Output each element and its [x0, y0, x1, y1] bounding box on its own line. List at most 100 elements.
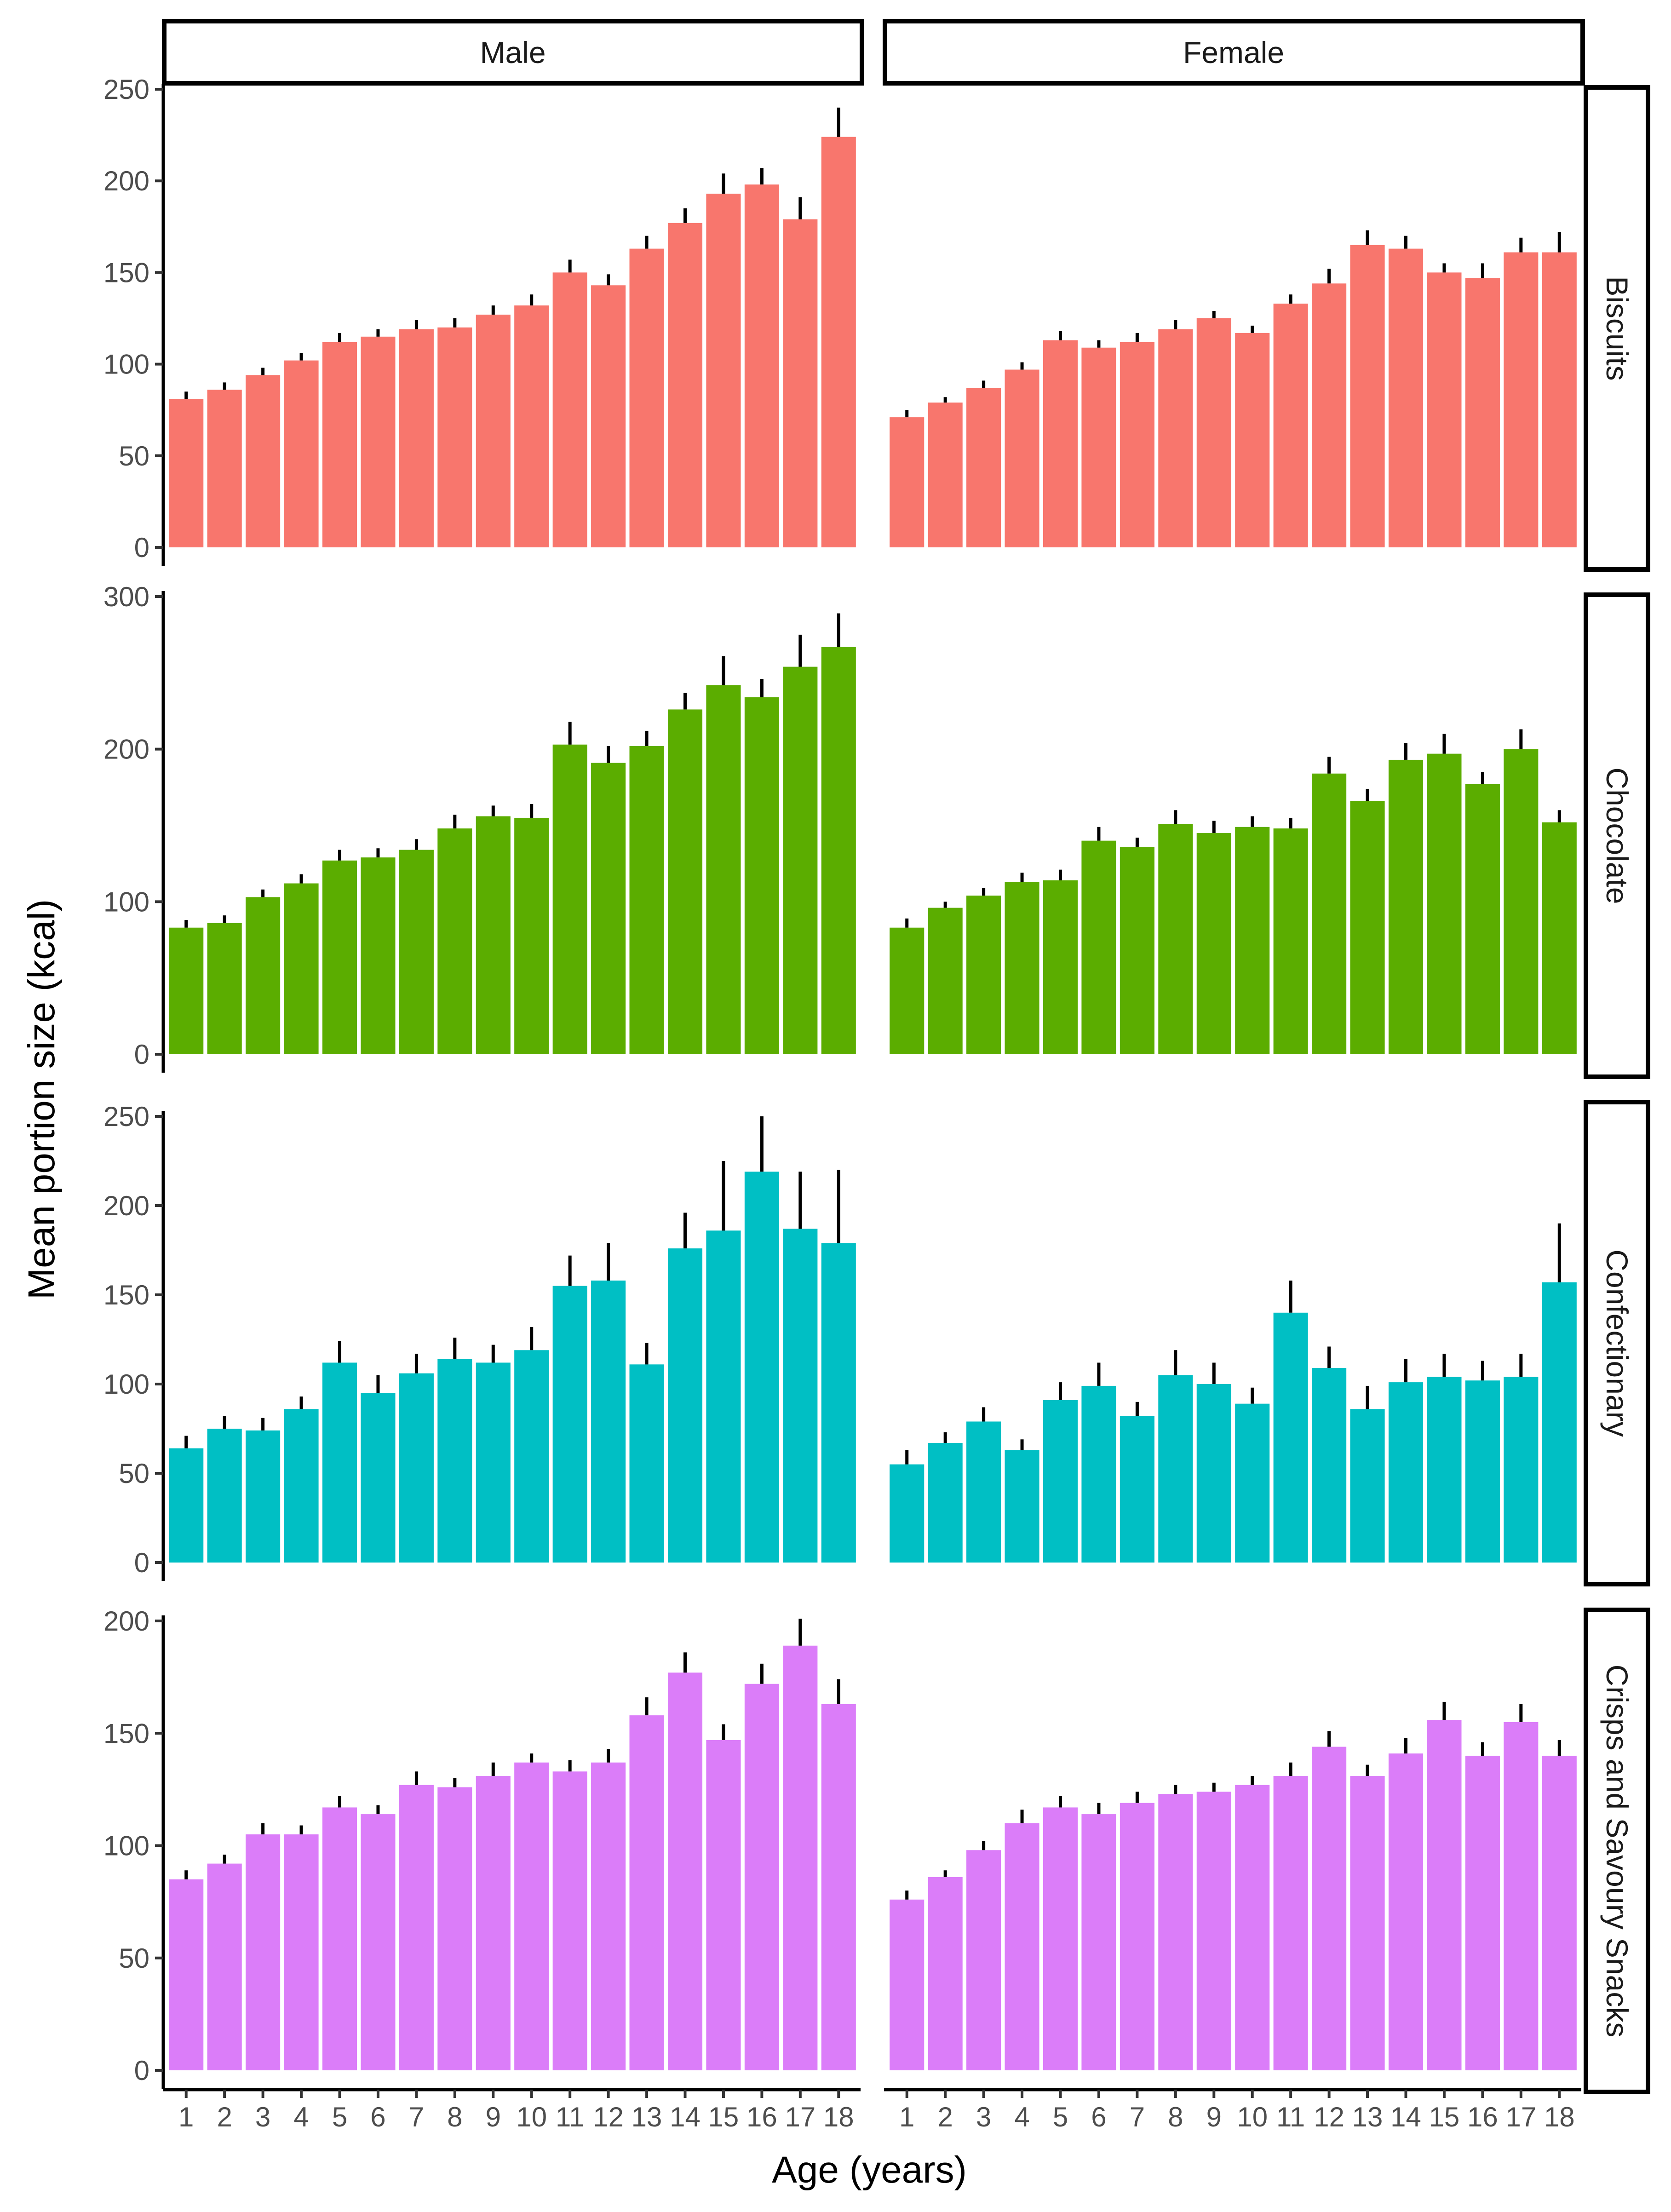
x-tick-label-female-13: 13	[1352, 2102, 1383, 2132]
bar-biscuits-male-age-5	[322, 342, 357, 547]
x-tick-label-male-5: 5	[332, 2102, 347, 2132]
bar-confectionary-male-age-11	[552, 1286, 587, 1563]
bar-chocolate-female-age-18	[1542, 822, 1577, 1054]
x-tick-label-male-4: 4	[293, 2102, 309, 2132]
bar-confectionary-male-age-10	[514, 1350, 549, 1563]
bar-chocolate-male-age-6	[361, 857, 396, 1054]
bar-chocolate-female-age-6	[1081, 840, 1116, 1054]
bar-confectionary-female-age-12	[1312, 1368, 1347, 1563]
bar-chocolate-male-age-14	[667, 709, 703, 1054]
bar-chocolate-male-age-15	[706, 685, 741, 1054]
bar-chocolate-female-age-1	[890, 927, 925, 1054]
x-tick-label-female-16: 16	[1467, 2102, 1498, 2132]
bar-confectionary-male-age-12	[591, 1280, 626, 1563]
bar-chocolate-female-age-11	[1273, 828, 1308, 1054]
bar-biscuits-female-age-13	[1350, 245, 1385, 547]
x-tick-label-female-4: 4	[1014, 2102, 1029, 2132]
bar-crisps-and-savoury-snacks-male-age-6	[361, 1814, 396, 2070]
bar-crisps-and-savoury-snacks-male-age-2	[207, 1863, 242, 2070]
x-tick-label-female-8: 8	[1168, 2102, 1183, 2132]
bar-confectionary-male-age-9	[476, 1362, 511, 1563]
y-tick-label-biscuits-100: 100	[103, 349, 149, 380]
bar-biscuits-male-age-14	[667, 223, 703, 547]
bar-chocolate-male-age-18	[821, 647, 856, 1054]
bar-confectionary-male-age-15	[706, 1230, 741, 1563]
bar-biscuits-male-age-16	[744, 184, 779, 548]
bar-crisps-and-savoury-snacks-male-age-1	[169, 1879, 204, 2070]
y-tick-label-biscuits-150: 150	[103, 257, 149, 288]
bar-biscuits-female-age-1	[890, 417, 925, 547]
bar-confectionary-female-age-11	[1273, 1312, 1308, 1563]
bar-confectionary-male-age-13	[629, 1364, 664, 1563]
y-tick-label-chocolate-100: 100	[103, 886, 149, 917]
x-tick-label-male-11: 11	[556, 2102, 584, 2132]
bar-chocolate-male-age-2	[207, 923, 242, 1054]
bar-biscuits-male-age-6	[361, 336, 396, 547]
bar-chocolate-male-age-5	[322, 860, 357, 1054]
x-axis-tick-labels: 1 2 3 4 5 6 7 8 9 10 11 12 13 14 15 16 17 18 1 2 3 4 5 6 7 8 9 10 11…	[178, 2102, 1575, 2132]
bar-chocolate-female-age-13	[1350, 801, 1385, 1054]
bar-biscuits-female-age-9	[1196, 318, 1231, 547]
bar-confectionary-male-age-1	[169, 1448, 204, 1563]
bar-crisps-and-savoury-snacks-female-age-14	[1388, 1753, 1424, 2070]
y-tick-label-crisps-and-savoury-snacks-100: 100	[103, 1831, 149, 1862]
bar-biscuits-female-age-8	[1158, 329, 1193, 547]
x-tick-label-female-9: 9	[1206, 2102, 1222, 2132]
bar-chocolate-male-age-17	[783, 666, 818, 1054]
plot-area: 0 50 100 150 200 250 0 100 200 300 0 50 100 150 200 250…	[103, 74, 1581, 2098]
row-label-biscuits: Biscuits	[1600, 276, 1634, 380]
bar-crisps-and-savoury-snacks-female-age-13	[1350, 1776, 1385, 2070]
x-tick-label-female-10: 10	[1237, 2102, 1268, 2132]
bar-confectionary-female-age-10	[1235, 1403, 1270, 1563]
column-label-male: Male	[480, 35, 546, 69]
y-tick-label-crisps-and-savoury-snacks-200: 200	[103, 1606, 149, 1637]
bar-crisps-and-savoury-snacks-female-age-11	[1273, 1776, 1308, 2070]
bar-chocolate-female-age-10	[1235, 827, 1270, 1054]
bar-crisps-and-savoury-snacks-male-age-7	[399, 1785, 434, 2070]
bar-biscuits-female-age-2	[928, 402, 963, 547]
bar-crisps-and-savoury-snacks-female-age-7	[1120, 1803, 1154, 2070]
y-tick-label-biscuits-250: 250	[103, 74, 149, 105]
bar-chocolate-female-age-7	[1120, 846, 1154, 1054]
bar-confectionary-female-age-18	[1542, 1282, 1577, 1563]
bar-crisps-and-savoury-snacks-female-age-18	[1542, 1756, 1577, 2070]
bar-crisps-and-savoury-snacks-female-age-6	[1081, 1814, 1116, 2070]
bar-chocolate-male-age-13	[629, 746, 664, 1054]
row-strip-crisps-and-savoury-snacks: Crisps and Savoury Snacks	[1584, 1608, 1650, 2094]
x-tick-label-male-6: 6	[370, 2102, 385, 2132]
bar-crisps-and-savoury-snacks-female-age-1	[890, 1899, 925, 2070]
bar-crisps-and-savoury-snacks-male-age-11	[552, 1771, 587, 2070]
bar-biscuits-male-age-8	[437, 327, 472, 547]
bar-chocolate-male-age-1	[169, 927, 204, 1054]
bar-crisps-and-savoury-snacks-female-age-17	[1504, 1722, 1539, 2070]
bar-biscuits-female-age-17	[1504, 252, 1539, 547]
bar-chocolate-female-age-14	[1388, 759, 1424, 1054]
x-tick-label-male-7: 7	[409, 2102, 424, 2132]
x-tick-label-male-14: 14	[670, 2102, 701, 2132]
bar-biscuits-female-age-14	[1388, 248, 1424, 547]
bar-biscuits-male-age-18	[821, 137, 856, 548]
y-tick-label-biscuits-50: 50	[119, 441, 149, 471]
bar-biscuits-male-age-9	[476, 315, 511, 547]
bar-chocolate-male-age-11	[552, 744, 587, 1054]
x-tick-label-female-3: 3	[976, 2102, 991, 2132]
bar-crisps-and-savoury-snacks-male-age-16	[744, 1683, 779, 2070]
y-tick-label-crisps-and-savoury-snacks-150: 150	[103, 1718, 149, 1749]
bar-crisps-and-savoury-snacks-female-age-9	[1196, 1792, 1231, 2070]
x-tick-label-male-16: 16	[746, 2102, 777, 2132]
bar-confectionary-male-age-17	[783, 1229, 818, 1563]
bar-biscuits-male-age-11	[552, 272, 587, 547]
row-strip-chocolate: Chocolate	[1584, 592, 1650, 1079]
bar-biscuits-female-age-7	[1120, 342, 1154, 547]
bar-confectionary-male-age-6	[361, 1393, 396, 1563]
x-tick-label-female-7: 7	[1130, 2102, 1145, 2132]
bar-biscuits-female-age-12	[1312, 283, 1347, 547]
bar-chocolate-female-age-9	[1196, 833, 1231, 1054]
x-tick-label-female-5: 5	[1053, 2102, 1068, 2132]
x-tick-label-male-13: 13	[632, 2102, 662, 2132]
y-tick-label-confectionary-100: 100	[103, 1369, 149, 1400]
x-tick-label-female-1: 1	[899, 2102, 914, 2132]
x-tick-label-male-8: 8	[447, 2102, 462, 2132]
bar-biscuits-male-age-13	[629, 248, 664, 547]
